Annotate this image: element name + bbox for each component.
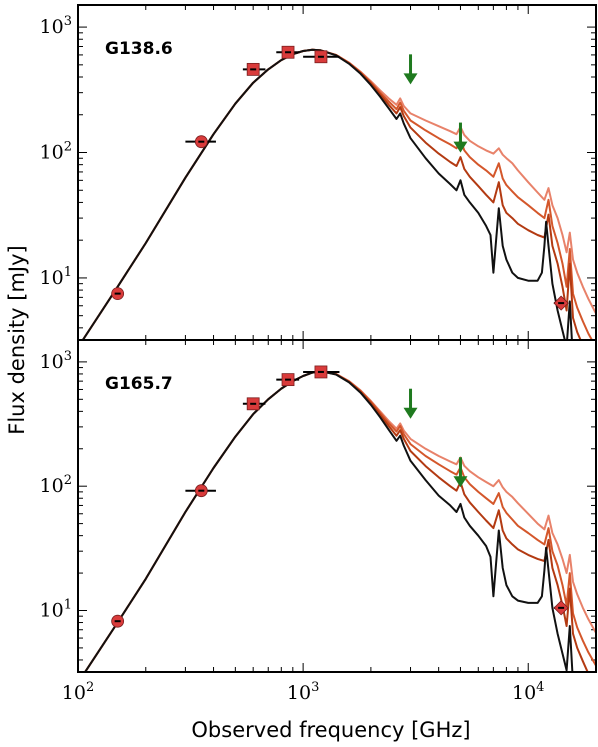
x-tick-label: 103: [287, 680, 319, 704]
x-tick-label: 102: [62, 680, 94, 704]
x-tick-label: 104: [512, 680, 544, 704]
y-tick-label: 101: [40, 597, 72, 621]
model-curve-2: [83, 370, 596, 672]
panel-frame: [77, 339, 597, 673]
y-tick-label: 101: [40, 265, 72, 289]
y-tick-label: 103: [40, 14, 72, 38]
model-curve-1: [81, 48, 596, 340]
upper-limit-arrowhead: [453, 476, 468, 488]
model-curves: [81, 48, 596, 340]
upper-limit-arrowhead: [403, 73, 418, 85]
y-axis-title: Flux density [mJy]: [5, 245, 29, 434]
panel-top: 101 102 103 G138.6: [40, 4, 597, 341]
panel-bottom: 101 102 103 G165.7: [40, 339, 597, 673]
x-axis: 102 103 104: [62, 680, 545, 704]
upper-limit-arrowhead: [403, 407, 418, 419]
y-tick-label: 102: [40, 473, 72, 497]
model-curve-3: [81, 48, 582, 340]
y-tick-label: 102: [40, 140, 72, 164]
panel-label: G165.7: [105, 374, 173, 394]
model-curve-3: [83, 370, 589, 672]
model-curve-1: [83, 370, 596, 672]
model-curve-2: [81, 48, 594, 340]
model-curve-4: [81, 48, 573, 340]
upper-limit-arrowhead: [453, 141, 468, 153]
panel-label: G138.6: [105, 39, 173, 59]
x-axis-title: Observed frequency [GHz]: [191, 718, 470, 742]
y-tick-label: 103: [40, 349, 72, 373]
